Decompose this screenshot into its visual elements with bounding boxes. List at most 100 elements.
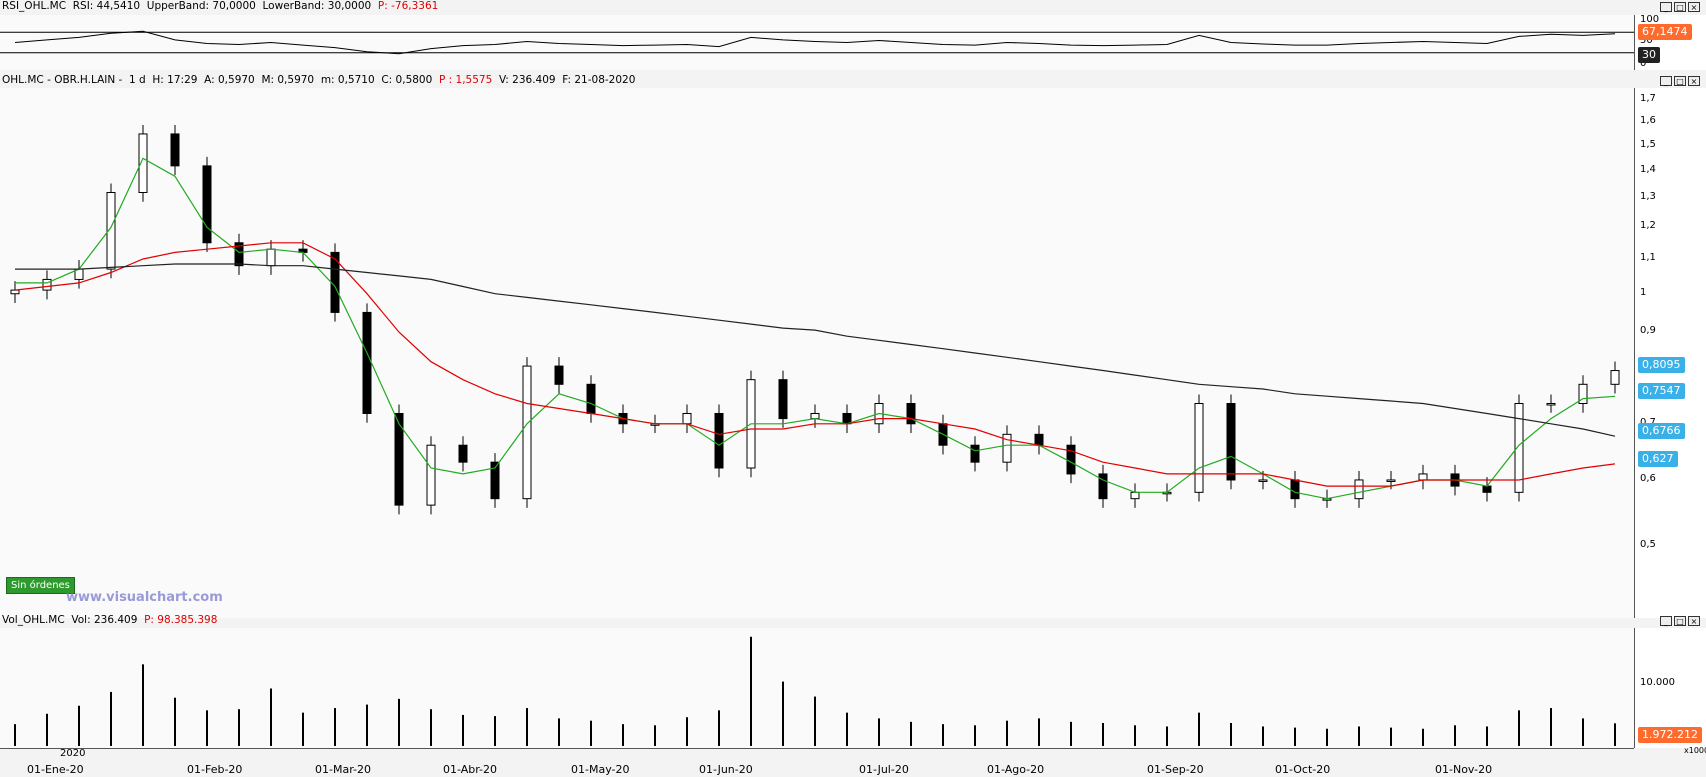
restore-icon[interactable]: □ xyxy=(1674,2,1686,12)
candle xyxy=(1226,394,1236,490)
minimize-icon[interactable]: _ xyxy=(1660,76,1672,86)
candle xyxy=(906,394,916,433)
price-tick: 1,6 xyxy=(1640,115,1656,127)
price-axis xyxy=(1634,88,1706,618)
rsi-tick-50: 50 xyxy=(1640,35,1653,46)
minimize-icon[interactable]: _ xyxy=(1660,2,1672,12)
last-price-tag: 0,8095 xyxy=(1638,357,1685,373)
ma-long-tag: 0,6766 xyxy=(1638,423,1685,439)
volume-bar xyxy=(430,709,432,746)
x-tick-label: 01-Oct-20 xyxy=(1275,763,1331,776)
candle xyxy=(1354,470,1364,508)
volume-bar xyxy=(1422,728,1424,746)
watermark: www.visualchart.com xyxy=(66,590,223,605)
x-tick-label: 01-Jun-20 xyxy=(699,763,753,776)
close-icon[interactable]: × xyxy=(1688,616,1700,626)
volume-panel xyxy=(0,628,1634,748)
candle xyxy=(490,453,500,508)
volume-bar xyxy=(1166,726,1168,746)
volume-bar xyxy=(782,681,784,746)
volume-bar xyxy=(1198,712,1200,746)
candle xyxy=(1546,394,1556,413)
volume-bar xyxy=(1550,708,1552,746)
volume-bar xyxy=(974,725,976,746)
series-ma_fast xyxy=(15,157,1616,500)
x-tick-label: 01-Ago-20 xyxy=(987,763,1045,776)
candle xyxy=(1066,436,1076,484)
candle xyxy=(714,404,724,478)
price-tick: 0,6 xyxy=(1640,472,1656,484)
price-time: H: 17:29 xyxy=(152,74,198,86)
candle xyxy=(1002,425,1012,472)
restore-icon[interactable]: □ xyxy=(1674,76,1686,86)
candle xyxy=(394,404,404,515)
volume-tick: 10.000 xyxy=(1640,677,1675,688)
candle xyxy=(138,124,148,202)
price-tick: 1,1 xyxy=(1640,251,1656,263)
candle xyxy=(10,281,20,303)
candle xyxy=(1130,483,1140,508)
restore-icon[interactable]: □ xyxy=(1674,616,1686,626)
candle xyxy=(202,156,212,252)
minimize-icon[interactable]: _ xyxy=(1660,616,1672,626)
volume-bar xyxy=(142,664,144,746)
price-tick: 1,5 xyxy=(1640,138,1656,150)
x-tick-label: 01-Nov-20 xyxy=(1435,763,1493,776)
volume-bar xyxy=(1326,728,1328,746)
price-open: A: 0,5970 xyxy=(204,74,255,86)
candle xyxy=(1194,394,1204,502)
price-tick: 0,7 xyxy=(1640,417,1656,428)
volume-name: Vol_OHL.MC xyxy=(2,614,65,626)
rsi-window-buttons: _ □ × xyxy=(1660,2,1700,12)
volume-bar xyxy=(558,718,560,746)
candle xyxy=(426,436,436,515)
volume-bar xyxy=(398,698,400,746)
rsi-band-tag: 30 xyxy=(1638,47,1660,63)
volume-bar xyxy=(1518,710,1520,746)
series-ma_slow xyxy=(14,242,1616,487)
volume-bar xyxy=(910,721,912,746)
candle xyxy=(458,436,468,472)
volume-bar xyxy=(238,709,240,746)
volume-header: Vol_OHL.MC Vol: 236.409 P: 98.385.398 xyxy=(2,614,217,626)
close-icon[interactable]: × xyxy=(1688,2,1700,12)
ma-slow-tag: 0,627 xyxy=(1638,451,1678,467)
rsi-upper: UpperBand: 70,0000 xyxy=(146,0,256,12)
volume-bar xyxy=(814,696,816,746)
volume-bar xyxy=(46,713,48,746)
price-tick: 1,4 xyxy=(1640,164,1656,176)
candle xyxy=(266,240,276,275)
volume-bar xyxy=(1390,727,1392,746)
volume-bar xyxy=(654,725,656,746)
close-icon[interactable]: × xyxy=(1688,76,1700,86)
volume-value-tag: 1.972.212 xyxy=(1638,727,1702,743)
volume-bar xyxy=(622,724,624,746)
candle xyxy=(1578,375,1588,413)
candle xyxy=(330,243,340,322)
rsi-plot xyxy=(0,30,1634,55)
volume-bar xyxy=(846,712,848,746)
x-tick-label: 01-Feb-20 xyxy=(187,763,243,776)
volume-bar xyxy=(1102,723,1104,746)
volume-plot xyxy=(14,636,1616,746)
rsi-line xyxy=(14,30,1616,55)
price-symbol: OHL.MC - OBR.H.LAIN - xyxy=(2,74,123,86)
volume-bar xyxy=(942,724,944,746)
candle xyxy=(1098,464,1108,508)
price-tick: 1,7 xyxy=(1640,93,1656,105)
orders-badge[interactable]: Sin órdenes xyxy=(6,577,75,594)
rsi-p: P: -76,3361 xyxy=(377,0,439,12)
price-tick: 1,3 xyxy=(1640,191,1656,203)
volume-bar xyxy=(270,688,272,746)
rsi-name: RSI_OHL.MC xyxy=(2,0,67,12)
volume-bar xyxy=(1230,723,1232,746)
rsi-header: RSI_OHL.MC RSI: 44,5410 UpperBand: 70,00… xyxy=(2,0,438,12)
volume-bar xyxy=(174,697,176,746)
price-date: F: 21-08-2020 xyxy=(562,74,636,86)
price-tick: 1 xyxy=(1640,286,1647,298)
x-axis xyxy=(0,748,1634,777)
price-close: C: 0,5800 xyxy=(381,74,433,86)
price-header: OHL.MC - OBR.H.LAIN - 1 d H: 17:29 A: 0,… xyxy=(2,74,635,86)
x-tick-label: 01-Abr-20 xyxy=(443,763,498,776)
volume-window-buttons: _ □ × xyxy=(1660,616,1700,626)
